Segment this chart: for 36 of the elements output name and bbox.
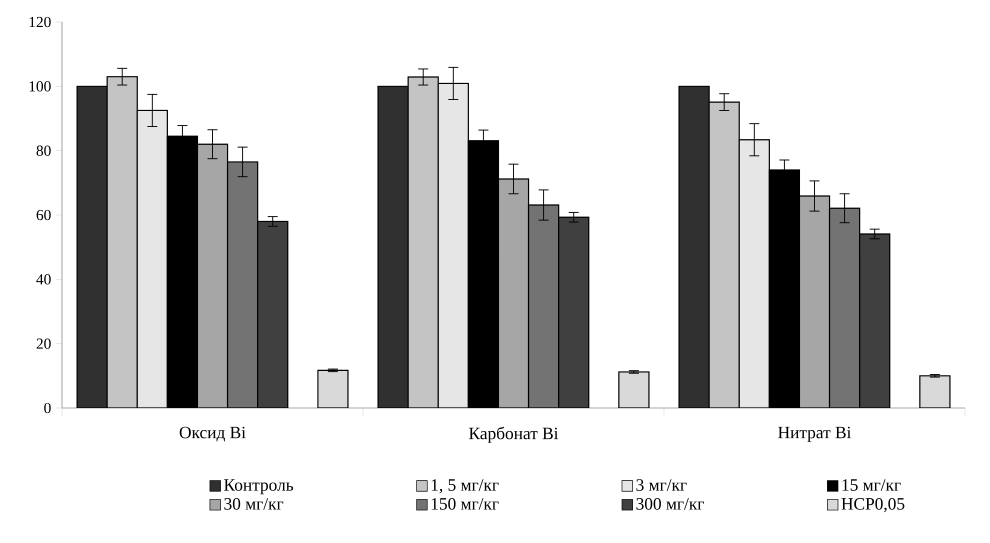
bar <box>618 371 650 408</box>
legend-label: 15 мг/кг <box>842 479 901 491</box>
y-tick-label: 120 <box>30 16 51 28</box>
legend-label: 30 мг/кг <box>224 498 284 510</box>
y-tick-label: 60 <box>36 210 51 220</box>
bar <box>377 86 409 408</box>
y-tick-label: 0 <box>44 402 51 414</box>
legend-label: 300 мг/кг <box>636 498 704 510</box>
bar <box>438 82 469 408</box>
legend-label: НСР0,05 <box>841 498 904 512</box>
bar <box>408 76 439 408</box>
bar <box>859 233 890 408</box>
legend-label: 3 мг/кг <box>636 479 687 491</box>
bar <box>678 86 710 408</box>
bar <box>708 101 740 408</box>
legend-label: Контроль <box>224 479 294 494</box>
x-tick-label: Нитрат Bi <box>778 426 852 442</box>
bar <box>528 204 560 408</box>
bar <box>558 216 590 408</box>
bar <box>106 76 138 408</box>
bar <box>317 370 349 408</box>
y-tick-label: 80 <box>36 146 51 156</box>
y-tick-label: 40 <box>36 274 51 284</box>
bar <box>226 161 258 408</box>
y-tick-label: 100 <box>30 81 51 92</box>
legend-label: 1, 5 мг/кг <box>432 479 499 494</box>
y-tick-label: 20 <box>36 338 51 349</box>
bar <box>136 110 168 408</box>
bar <box>919 375 951 408</box>
bar <box>257 220 288 408</box>
x-tick-label: Оксид Bi <box>180 426 246 442</box>
legend-label: 150 мг/кг <box>432 498 499 510</box>
bar <box>828 208 860 408</box>
x-tick-label: Карбонат Bi <box>469 426 558 443</box>
bar <box>738 139 770 408</box>
bar <box>76 86 108 408</box>
